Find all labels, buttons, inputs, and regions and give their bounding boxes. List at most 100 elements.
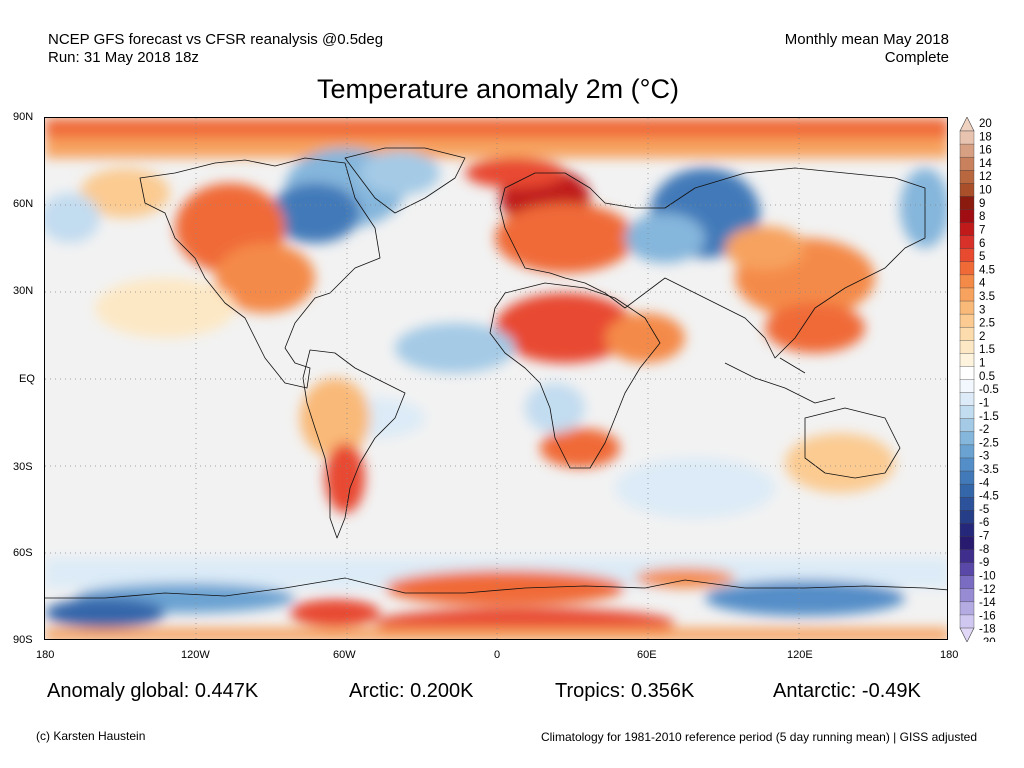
gridlines <box>45 118 947 639</box>
colorbar-label: -18 <box>979 624 996 636</box>
colorbar-swatch <box>959 156 975 171</box>
colorbar-label: -10 <box>979 570 996 582</box>
colorbar-swatch <box>959 575 975 590</box>
stat-global: Anomaly global: 0.447K <box>47 680 259 702</box>
source-line-2: Run: 31 May 2018 18z <box>48 49 199 66</box>
colorbar-label: 1.5 <box>979 344 995 356</box>
colorbar-swatch <box>959 326 975 341</box>
coastlines <box>45 147 947 599</box>
colorbar-swatch <box>959 536 975 551</box>
colorbar-swatch <box>959 470 975 485</box>
colorbar-label: 4.5 <box>979 264 995 276</box>
colorbar-swatch <box>959 287 975 302</box>
stat-arctic: Arctic: 0.200K <box>349 680 474 702</box>
colorbar-label: 2 <box>979 331 985 343</box>
lon-label-180e: 180 <box>940 649 959 661</box>
colorbar-label: -3 <box>979 451 989 463</box>
colorbar-label: 18 <box>979 131 992 143</box>
colorbar-swatch <box>959 510 975 524</box>
colorbar-label: 5 <box>979 251 985 263</box>
colorbar-label: 0.5 <box>979 371 995 383</box>
colorbar-label: -1.5 <box>979 411 999 423</box>
colorbar-label: -4 <box>979 477 990 489</box>
colorbar-swatch <box>959 418 975 433</box>
colorbar-swatch <box>959 235 975 250</box>
colorbar-bottom-arrow <box>959 627 975 642</box>
lon-label-180w: 180 <box>36 649 55 661</box>
colorbar-swatch <box>959 444 975 459</box>
stat-tropics: Tropics: 0.356K <box>555 680 695 702</box>
colorbar-label: -2 <box>979 424 989 436</box>
chart-title: Temperature anomaly 2m (°C) <box>317 74 679 104</box>
colorbar-label: 9 <box>979 198 985 210</box>
colorbar-label: -5 <box>979 504 989 516</box>
colorbar-label: -1 <box>979 397 989 409</box>
colorbar-top-arrow <box>959 117 975 132</box>
period-line-2: Complete <box>884 49 949 66</box>
colorbar-swatch <box>959 209 975 224</box>
colorbar-label: 1 <box>979 358 985 370</box>
colorbar-swatch <box>959 261 975 276</box>
colorbar-label: 3 <box>979 304 985 316</box>
colorbar-label: -6 <box>979 517 989 529</box>
colorbar-label: 12 <box>979 171 992 183</box>
colorbar-swatch <box>959 379 975 394</box>
colorbar-swatch <box>959 588 975 603</box>
colorbar-label: -0.5 <box>979 384 999 396</box>
colorbar-label: -20 <box>979 637 996 642</box>
color-scale-swatches <box>959 117 975 642</box>
lon-label-120e: 120E <box>787 649 813 661</box>
colorbar-label: -4.5 <box>979 491 999 503</box>
colorbar-label: -9 <box>979 557 989 569</box>
colorbar-swatch <box>959 431 975 446</box>
colorbar-swatch <box>959 300 975 315</box>
period-line-1: Monthly mean May 2018 <box>784 31 949 48</box>
colorbar-label: 16 <box>979 145 992 157</box>
source-line-1: NCEP GFS forecast vs CFSR reanalysis @0.… <box>48 31 384 48</box>
colorbar-swatch <box>959 196 975 210</box>
colorbar-swatch <box>959 143 975 158</box>
colorbar-swatch <box>959 562 975 577</box>
colorbar-label: -12 <box>979 584 996 596</box>
lon-label-60e: 60E <box>637 649 657 661</box>
colorbar-label: 4 <box>979 278 986 290</box>
footer-note: Climatology for 1981-2010 reference peri… <box>540 730 977 744</box>
colorbar-label: -14 <box>979 597 996 609</box>
footer-credit: (c) Karsten Haustein <box>36 729 146 743</box>
colorbar-swatch <box>959 614 975 629</box>
colorbar-swatch <box>959 549 975 564</box>
anomaly-map <box>44 117 948 640</box>
colorbar-label: -2.5 <box>979 437 999 449</box>
colorbar-label: 8 <box>979 211 985 223</box>
lon-label-60w: 60W <box>333 649 356 661</box>
colorbar-swatch <box>959 222 975 237</box>
colorbar-swatch <box>959 183 975 197</box>
lon-label-120w: 120W <box>181 649 210 661</box>
lon-label-0: 0 <box>494 649 501 661</box>
colorbar-swatch <box>959 274 975 289</box>
colorbar-swatch <box>959 170 975 184</box>
colorbar-swatch <box>959 497 975 511</box>
colorbar-label: -7 <box>979 531 989 543</box>
lat-label-30n: 30N <box>13 285 34 297</box>
colorbar-swatch <box>959 353 975 367</box>
colorbar-label: 7 <box>979 224 985 236</box>
lat-label-eq: EQ <box>19 373 35 385</box>
colorbar-swatch <box>959 130 975 145</box>
colorbar-swatch <box>959 392 975 407</box>
colorbar-label: -3.5 <box>979 464 999 476</box>
colorbar-label: 2.5 <box>979 318 995 330</box>
colorbar-label: -8 <box>979 544 989 556</box>
colorbar-label: 10 <box>979 185 992 197</box>
colorbar-label: 3.5 <box>979 291 995 303</box>
colorbar-label: 6 <box>979 238 985 250</box>
colorbar-swatch <box>959 313 975 328</box>
lat-label-90n: 90N <box>13 111 34 123</box>
colorbar-swatch <box>959 340 975 354</box>
anomaly-field <box>45 118 947 639</box>
colorbar-swatch <box>959 366 975 380</box>
colorbar-label: 14 <box>979 158 992 170</box>
colorbar-swatch <box>959 601 975 616</box>
